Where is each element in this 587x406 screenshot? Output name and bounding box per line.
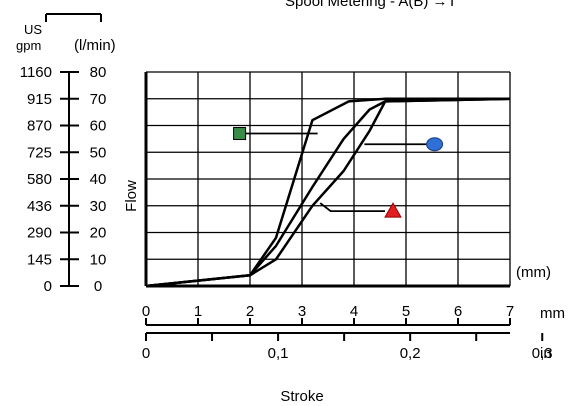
y-tick-label-gpm: 915 — [27, 91, 52, 108]
x-tick-label-mm: 7 — [506, 303, 514, 320]
y-right-unit: (l/min) — [74, 37, 116, 54]
y-tick-label-gpm: 870 — [27, 118, 52, 135]
y-tick-label-lpm: 20 — [90, 225, 107, 242]
y-tick-label-gpm: 0 — [44, 278, 52, 295]
x-axis-label: Stroke — [280, 388, 323, 405]
x-tick-label-mm: 1 — [194, 303, 202, 320]
x-tick-label-in: 0,1 — [268, 345, 289, 362]
x-unit-mm: mm — [540, 305, 565, 322]
marker-circle — [426, 137, 444, 152]
y-tick-label-gpm: 290 — [27, 225, 52, 242]
x-tick-label-in: 0 — [142, 345, 150, 362]
x-tick-label-in: 0,2 — [400, 345, 421, 362]
marker-triangle — [384, 202, 402, 218]
x-tick-label-mm: 2 — [246, 303, 254, 320]
marker-square — [233, 127, 247, 141]
y-tick-label-lpm: 80 — [90, 64, 107, 81]
y-tick-label-lpm: 60 — [90, 118, 107, 135]
y-tick-label-lpm: 50 — [90, 144, 107, 161]
series-line-triangle — [145, 97, 511, 288]
x-ticks: 0 1 2 3 4 5 6 7 0 0,1 0,2 0,3 — [142, 303, 553, 362]
y-tick-label-gpm: 436 — [27, 198, 52, 215]
series-markers — [233, 127, 444, 218]
series-lines — [145, 97, 511, 288]
series-line-circle — [145, 97, 511, 288]
y-left-unit-bottom: gpm — [16, 38, 41, 53]
grid — [146, 71, 511, 286]
x-tick-label-mm: 5 — [402, 303, 410, 320]
leader-line-triangle — [319, 202, 385, 213]
series-line-square — [145, 97, 510, 288]
y-axis-label: Flow — [123, 180, 140, 212]
y-tick-label-gpm: 1160 — [20, 64, 52, 81]
x-tick-label-in: 0,3 — [532, 345, 553, 362]
y-ticks: 0 0 10 145 20 290 30 436 40 580 50 725 60 870 70 915 80 1… — [20, 64, 107, 295]
y-tick-label-lpm: 70 — [90, 91, 107, 108]
x-tick-label-mm: 0 — [142, 303, 150, 320]
y-tick-label-lpm: 30 — [90, 198, 107, 215]
y-left-unit-top: US — [24, 22, 42, 37]
x-tick-label-mm: 3 — [298, 303, 306, 320]
x-tick-label-mm: 6 — [454, 303, 462, 320]
x-tick-label-mm: 4 — [350, 303, 358, 320]
y-tick-label-gpm: 145 — [27, 251, 52, 268]
y-tick-label-lpm: 0 — [94, 278, 102, 295]
x-unit-inside: (mm) — [516, 264, 551, 281]
x-unit-in: in — [540, 345, 552, 362]
chart-header: Spool Metering - A(B) →T — [285, 0, 457, 10]
y-tick-label-gpm: 580 — [27, 171, 52, 188]
y-tick-label-lpm: 40 — [90, 171, 107, 188]
y-tick-label-lpm: 10 — [90, 251, 107, 268]
y-tick-label-gpm: 725 — [27, 144, 52, 161]
